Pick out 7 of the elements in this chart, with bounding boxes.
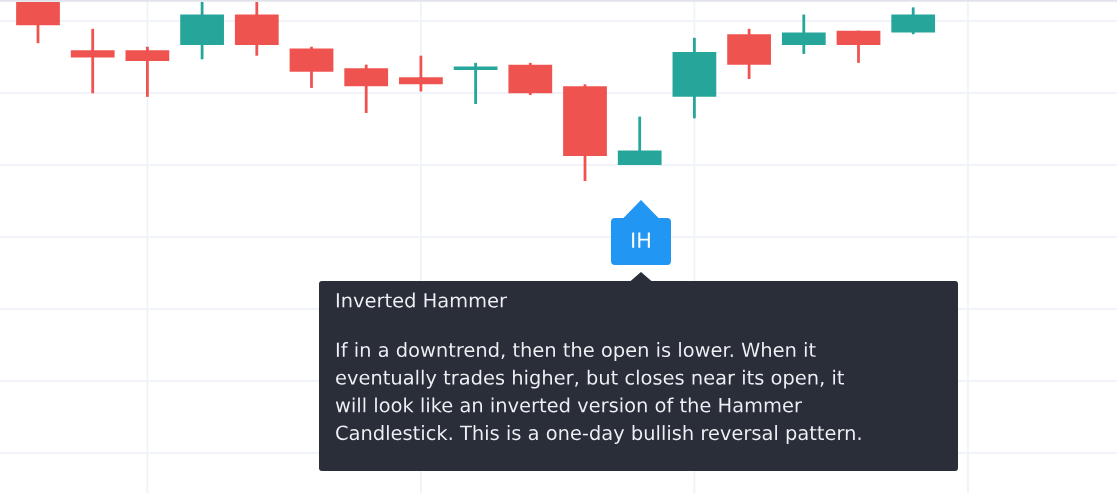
text: If in a downtrend, then the open is lower. When it eventually trades higher, but closes near its open, it will look like an inverted version of the Hammer Candlestick. This is a one-day bullish reversal pattern.	[335, 342, 861, 444]
candlestick	[453, 61, 498, 106]
text: Inverted Hammer	[336, 292, 508, 308]
candlestick	[125, 45, 170, 99]
text: IH	[632, 232, 650, 248]
candlestick	[70, 27, 115, 95]
candlestick	[399, 54, 443, 93]
